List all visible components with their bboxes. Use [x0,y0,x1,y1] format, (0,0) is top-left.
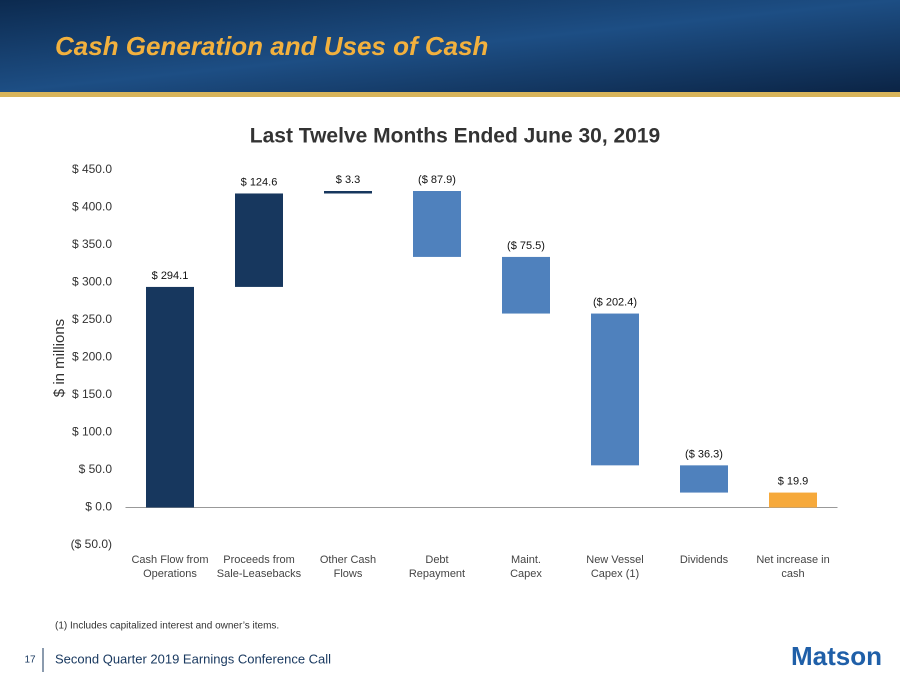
plot: ($ 50.0) $ 0.0 $ 50.0 $ 100.0 $ 150.0 $ 200.0… [71,162,838,580]
value-label: ($ 75.5) [507,240,545,252]
value-label: ($ 202.4) [593,296,637,308]
y-tick-label: $ 400.0 [72,200,112,214]
header-rule [0,92,900,97]
x-tick-label: Net increase in cash [756,554,829,580]
x-tick-label: Other Cash Flows [320,554,376,580]
bar [680,465,728,493]
y-tick-label: $ 150.0 [72,387,112,401]
y-tick-label: $ 450.0 [72,162,112,176]
bar [769,492,817,508]
y-axis-label: $ in millions [51,319,68,397]
y-tick-label: $ 0.0 [85,500,112,514]
bar [146,286,194,508]
value-label: $ 124.6 [241,176,278,188]
y-tick-label: $ 300.0 [72,275,112,289]
bar [502,256,550,314]
page-number: 17 [24,655,36,666]
x-tick-label: Maint. Capex [510,554,542,580]
slide-title: Cash Generation and Uses of Cash [55,31,488,61]
logo: Matson [791,641,882,671]
value-label: $ 3.3 [336,174,360,186]
x-tick-label: Debt Repayment [409,554,465,580]
value-label: ($ 36.3) [685,448,723,460]
y-tick-label: $ 50.0 [79,462,113,476]
x-tick-label: New Vessel Capex (1) [586,554,643,580]
x-tick-label: Dividends [680,554,729,566]
y-tick-label: $ 100.0 [72,425,112,439]
bar [591,313,639,466]
value-label: ($ 87.9) [418,174,456,186]
footer-text: Second Quarter 2019 Earnings Conference … [55,651,331,666]
footnote: (1) Includes capitalized interest and ow… [55,621,279,632]
bar [324,191,372,194]
chart-title: Last Twelve Months Ended June 30, 2019 [250,125,660,148]
bar [235,193,283,287]
y-tick-label: $ 250.0 [72,312,112,326]
x-tick-label: Cash Flow from Operations [131,554,208,580]
y-tick-label: ($ 50.0) [71,537,112,551]
y-tick-label: $ 350.0 [72,237,112,251]
value-label: $ 294.1 [152,270,189,282]
header-band [0,0,900,92]
bar [413,191,461,257]
value-label: $ 19.9 [778,475,809,487]
x-tick-label: Proceeds from Sale-Leasebacks [217,554,302,580]
y-tick-label: $ 200.0 [72,350,112,364]
